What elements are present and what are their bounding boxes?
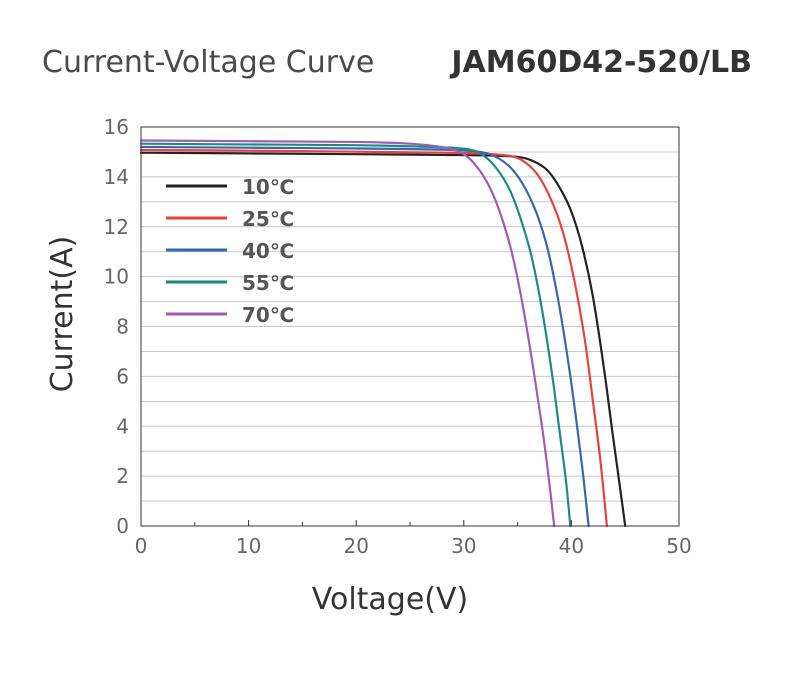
y-tick-label: 8: [116, 315, 129, 339]
legend-label-2: 25℃: [242, 207, 294, 231]
x-tick-label: 10: [236, 534, 261, 558]
y-tick-label: 10: [104, 265, 129, 289]
y-tick-label: 0: [116, 514, 129, 538]
chart-model-title: JAM60D42-520/LB: [449, 45, 752, 80]
x-tick-label: 20: [343, 534, 368, 558]
x-tick-labels: 0 10 20 30 40 50: [135, 534, 692, 558]
y-tick-label: 16: [104, 115, 129, 139]
chart-title: Current-Voltage Curve: [42, 45, 374, 80]
series-line-2: [139, 148, 609, 528]
legend: 10℃ 25℃ 40℃ 55℃ 70℃: [166, 175, 294, 327]
x-axis-ticks: [194, 520, 626, 526]
y-tick-label: 14: [104, 165, 129, 189]
plot-frame: [140, 126, 680, 527]
y-tick-labels: 0 2 4 6 8 10 12 14 16: [104, 115, 129, 538]
y-tick-label: 6: [116, 364, 129, 388]
legend-label-1: 10℃: [242, 175, 294, 199]
legend-label-5: 70℃: [242, 303, 294, 327]
series-line-1: [139, 151, 627, 528]
series-line-3: [139, 145, 590, 528]
x-tick-label: 40: [559, 534, 584, 558]
legend-label-4: 55℃: [242, 271, 294, 295]
x-tick-label: 30: [451, 534, 476, 558]
series-lines: [139, 139, 627, 528]
x-axis-label: Voltage(V): [312, 582, 468, 617]
y-tick-label: 4: [116, 414, 129, 438]
x-tick-label: 50: [666, 534, 691, 558]
series-line-4: [139, 142, 572, 528]
x-tick-label: 0: [135, 534, 148, 558]
gridlines: [141, 151, 679, 502]
y-tick-label: 12: [104, 215, 129, 239]
legend-label-3: 40℃: [242, 239, 294, 263]
y-axis-label: Current(A): [45, 236, 80, 393]
y-tick-label: 2: [116, 464, 129, 488]
series-line-5: [139, 139, 556, 528]
